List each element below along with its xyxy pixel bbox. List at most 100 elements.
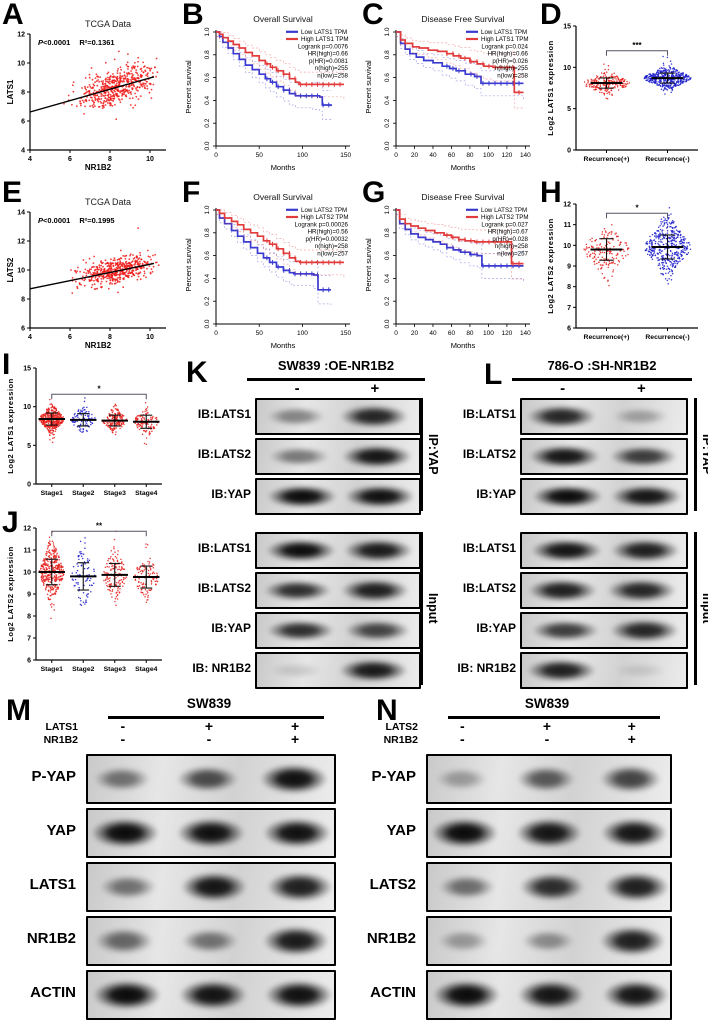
cell-line-title: SW839 [524, 696, 570, 711]
legend-label: Low LATS2 TPM [301, 207, 347, 214]
x-axis-label: Months [271, 163, 296, 172]
blot-band [437, 930, 489, 952]
y-tick-label: 0.0 [384, 319, 391, 328]
x-tick-label: 60 [448, 152, 456, 159]
chart-E: 4 6 8 10 6 8 10 12 14 TCGA Data P<0.0001 R²=0.1995 L… [4, 192, 178, 354]
panel-letter-G: G [362, 176, 386, 209]
x-axis-label: Months [451, 341, 476, 350]
x-tick-label: 100 [297, 152, 308, 159]
blot-box [86, 808, 336, 858]
blot-box [520, 398, 688, 435]
y-tick-label: 0 [27, 482, 31, 489]
x-tick-label: 0 [394, 330, 398, 337]
x-tick-label: 0 [214, 152, 218, 159]
y-tick-label: 0.2 [384, 118, 391, 127]
y-tick-label: 0.2 [384, 296, 391, 305]
x-tick-label: 50 [256, 152, 264, 159]
blot-label: IB:YAP [211, 486, 251, 501]
blot-band [612, 408, 669, 425]
legend-label: High LATS2 TPM [301, 214, 349, 221]
y-tick-label: 0.0 [204, 141, 211, 150]
group-label: Input [426, 593, 440, 624]
x-tick-label: 150 [340, 330, 351, 337]
blot-band [614, 663, 667, 678]
blot-band [179, 979, 247, 1011]
y-tick-label: 0.8 [384, 50, 391, 59]
stat-line: HR(high)=0.67 [488, 229, 529, 236]
data-points [70, 227, 160, 294]
regression-line [29, 262, 155, 290]
panel-E: E 4 6 8 10 6 8 10 12 14 TCGA Data P<0.0001 R²=0.199… [0, 178, 180, 356]
blot-label: P-YAP [371, 768, 416, 785]
blot-label: IB:LATS1 [197, 540, 251, 555]
panel-J: J 6 7 8 9 10 11 12 Stage1 Stage2 Stage3 Stage4 ** Lo… [0, 506, 172, 688]
blot-box [426, 862, 672, 912]
y-tick-label: 11 [24, 548, 32, 555]
x-tick-label: 4 [28, 156, 32, 163]
blot-band [267, 407, 326, 426]
x-tick-label: 40 [429, 152, 437, 159]
blot-label: IB:YAP [476, 486, 516, 501]
dot-plot-D: 0 5 10 15 Recurrence(+) Recurrence(-) *** Log2 … [546, 24, 698, 163]
lane-symbol: - [459, 731, 465, 747]
panel-letter-H: H [540, 176, 562, 209]
y-tick-label: 0.6 [204, 73, 211, 82]
significance-label: ** [96, 521, 103, 530]
x-tick-label: 120 [501, 330, 512, 337]
panel-letter-C: C [362, 0, 384, 31]
blot-band [432, 979, 500, 1011]
x-tick-label: 100 [297, 330, 308, 337]
y-tick-label: 1.0 [384, 27, 391, 36]
stat-line: Logrank p=0.024 [481, 44, 528, 51]
cell-line-title: SW839 :OE-NR1B2 [277, 358, 395, 373]
mean-error-bar [101, 414, 128, 427]
panel-letter-B: B [182, 0, 204, 31]
y-tick-label: 0.4 [204, 274, 211, 283]
blot-band [600, 926, 666, 956]
condition-label: LATS1 [45, 721, 78, 733]
y-axis-label: Log2 LATS1 expression [546, 40, 555, 135]
mean-error-bar [133, 414, 160, 429]
blot-band [266, 484, 338, 509]
group-label: IP:YAP [700, 434, 708, 475]
blot-band [269, 447, 329, 466]
blot-box [520, 532, 688, 569]
chart-title: Disease Free Survival [421, 192, 504, 202]
stat-line: n(low)=258 [497, 72, 528, 79]
blot-box [520, 478, 688, 515]
blot-band [521, 929, 575, 953]
blot-label: YAP [386, 822, 416, 839]
mean-error-bar [101, 562, 128, 587]
legend-label: High LATS1 TPM [481, 36, 529, 43]
cell-line-title: 786-O :SH-NR1B2 [547, 358, 657, 373]
panel-G: G 0 20 40 60 80 100 120 140 0.0 0.2 0.4 0.6 0.8 1.0 Di… [360, 178, 540, 356]
x-tick-label: 0 [394, 152, 398, 159]
blot-band [94, 928, 153, 954]
survival-curve [216, 209, 331, 291]
panel-letter-L: L [484, 358, 503, 391]
chart-title: TCGA Data [85, 197, 131, 207]
y-axis-label: Percent survival [184, 238, 193, 292]
lane-symbol: - [120, 718, 126, 734]
blot-band [531, 538, 602, 563]
blot-label: IB:LATS2 [197, 580, 251, 595]
y-tick-label: 0.0 [384, 141, 391, 150]
chart-B: 0 50 100 150 0.0 0.2 0.4 0.6 0.8 1.0 Overall Survi… [182, 12, 358, 176]
panel-C: C 0 20 40 60 80 100 120 140 0.0 0.2 0.4 0.6 0.8 1.0 Di… [360, 0, 540, 178]
blot-band [92, 979, 161, 1011]
x-tick-label: 6 [68, 334, 72, 341]
title-underline [512, 378, 692, 381]
panel-letter-E: E [2, 176, 23, 209]
chart-title: Disease Free Survival [421, 14, 504, 24]
blot-label: P-YAP [31, 768, 76, 785]
blot-band [267, 872, 334, 902]
group-label: Input [700, 593, 708, 624]
y-tick-label: 0.6 [384, 73, 391, 82]
km-plot-B: 0 50 100 150 0.0 0.2 0.4 0.6 0.8 1.0 Overall Survi… [184, 14, 351, 172]
blot-box [86, 916, 336, 966]
x-tick-label: 100 [483, 330, 494, 337]
y-tick-label: 1.0 [384, 205, 391, 214]
x-axis-label: Months [271, 341, 296, 350]
